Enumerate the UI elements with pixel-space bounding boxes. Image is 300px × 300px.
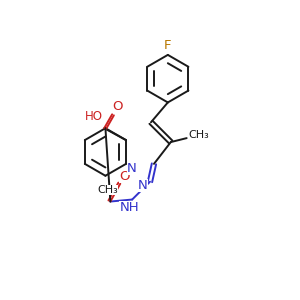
Text: CH₃: CH₃ [188,130,209,140]
Text: CH₃: CH₃ [97,184,118,195]
Text: N: N [138,179,148,192]
Text: F: F [164,40,172,52]
Text: O: O [112,100,122,113]
Text: O: O [119,170,130,183]
Text: N: N [127,162,137,175]
Text: HO: HO [85,110,103,123]
Text: NH: NH [119,201,139,214]
